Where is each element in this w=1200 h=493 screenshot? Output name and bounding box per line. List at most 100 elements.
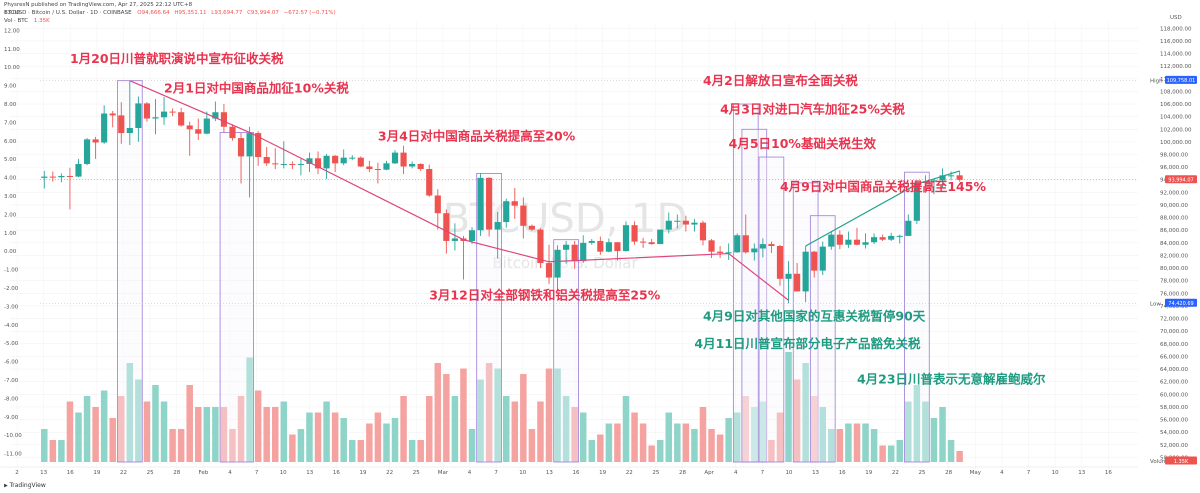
volume-bar: [254, 390, 262, 462]
candle-body: [768, 244, 775, 246]
left-axis-tick: 3.00: [4, 194, 17, 200]
annotation-label: 4月2日解放日宣布全面关税: [703, 73, 858, 88]
candle: [494, 211, 501, 259]
volume-bar: [425, 396, 433, 462]
candle-body: [49, 176, 56, 178]
candle: [751, 243, 758, 261]
x-axis-tick: 25: [147, 470, 154, 476]
annotations: 1月20日川普就职演说中宣布征收关税 2月1日对中国商品加征10%关税 3月4日对中…: [70, 51, 1046, 387]
candle-body: [537, 229, 544, 264]
volume-bar: [879, 445, 886, 462]
volume-bar: [109, 418, 116, 462]
candle: [434, 189, 441, 230]
candle-body: [280, 163, 287, 165]
candle: [426, 164, 433, 197]
annotation-label: 4月3日对进口汽车加征25%关税: [720, 101, 905, 116]
candle-body: [357, 157, 364, 167]
candle: [195, 118, 202, 140]
right-axis-tick: 52,000.00: [1160, 443, 1188, 449]
volume-bar: [169, 429, 176, 462]
candle: [92, 136, 99, 159]
candle: [776, 244, 784, 286]
candle-body: [186, 125, 193, 130]
candle-body: [374, 169, 381, 171]
left-axis-tick: 4.00: [4, 176, 17, 182]
left-axis-tick: 2.00: [4, 212, 17, 218]
x-axis-tick: 13: [40, 470, 47, 476]
candle-body: [580, 242, 587, 262]
volume-bar: [853, 423, 861, 462]
candle-body: [862, 242, 869, 245]
candle-body: [383, 163, 390, 170]
volume-bar: [648, 445, 655, 462]
volume-line: Vol · BTC 1.35K: [4, 18, 50, 24]
x-axis-tick: 25: [919, 470, 926, 476]
watermark-name: Bitcoin / U.S. Dollar: [492, 254, 638, 272]
volume-bar: [708, 429, 715, 462]
candle: [717, 246, 724, 258]
candle-body: [212, 112, 219, 119]
x-axis-tick: 16: [839, 470, 846, 476]
candle: [49, 171, 56, 182]
event-box: [758, 156, 785, 463]
candle: [913, 180, 920, 224]
high-badge: High 109,758.01: [1150, 75, 1197, 84]
x-axis-tick: 28: [173, 470, 180, 476]
last-price-badge-box: [1165, 175, 1197, 184]
candle-body: [349, 157, 356, 159]
right-axis-tick: 112,000.00: [1160, 64, 1192, 70]
volume-bar: [434, 363, 442, 462]
annotation-label: 1月20日川普就职演说中宣布征收关税: [70, 51, 284, 66]
volume-bar: [485, 363, 493, 462]
right-axis-tick: 58,000.00: [1160, 405, 1188, 411]
right-axis-tick: 86,000.00: [1160, 228, 1188, 234]
right-axis-tick: 108,000.00: [1160, 89, 1192, 95]
candle-body: [340, 157, 347, 164]
volume-bar: [391, 418, 399, 462]
candle-body: [640, 241, 647, 243]
candle-body: [571, 244, 578, 262]
right-axis-tick: 54,000.00: [1160, 430, 1188, 436]
volume-bar: [400, 396, 407, 462]
candle-body: [417, 163, 424, 170]
candle: [836, 230, 843, 250]
x-axis-tick: 16: [1105, 470, 1112, 476]
volume-bar: [229, 429, 236, 462]
volume-bar: [810, 396, 818, 462]
published-line: PhysresN published on TradingView.com, A…: [4, 2, 193, 8]
left-axis-tick: 12.00: [4, 28, 20, 34]
candle-body: [896, 235, 903, 237]
annotation-label: 4月23日川普表示无意解雇鲍威尔: [857, 372, 1046, 387]
volume-bar: [220, 407, 228, 462]
candle-body: [434, 195, 441, 214]
left-axis-tick: 13.00: [4, 10, 20, 16]
candle-body: [75, 163, 82, 177]
candle-body: [391, 152, 399, 164]
volume-bar: [100, 390, 108, 462]
candle: [819, 241, 826, 276]
candle-body: [776, 246, 784, 279]
symbol-line: BTCUSD · Bitcoin / U.S. Dollar · 1D · CO…: [4, 10, 336, 16]
volume-bar: [348, 440, 356, 462]
candle-body: [306, 158, 313, 164]
right-axis-tick: 78,000.00: [1160, 279, 1188, 285]
volume-bar: [819, 407, 827, 462]
right-axis-tick: 56,000.00: [1160, 418, 1188, 424]
candle-body: [58, 175, 65, 178]
annotation-label: 4月5日10%基础关税生效: [729, 136, 877, 151]
x-axis-tick: 2: [15, 470, 19, 476]
volume-bar: [195, 407, 202, 462]
volume-bar: [579, 412, 587, 462]
right-axis-tick: 60,000.00: [1160, 392, 1188, 398]
candle: [605, 238, 612, 253]
volume-bar: [836, 429, 844, 462]
x-axis-tick: 19: [93, 470, 100, 476]
candle-body: [314, 158, 322, 169]
volume-bar: [716, 434, 724, 462]
candle: [486, 177, 493, 237]
candle: [580, 235, 587, 264]
right-axis-tick: 96,000.00: [1160, 165, 1188, 171]
left-axis-tick: -6.00: [4, 360, 19, 366]
left-axis-tick: 5.00: [4, 157, 17, 163]
volume-bar: [408, 440, 416, 462]
